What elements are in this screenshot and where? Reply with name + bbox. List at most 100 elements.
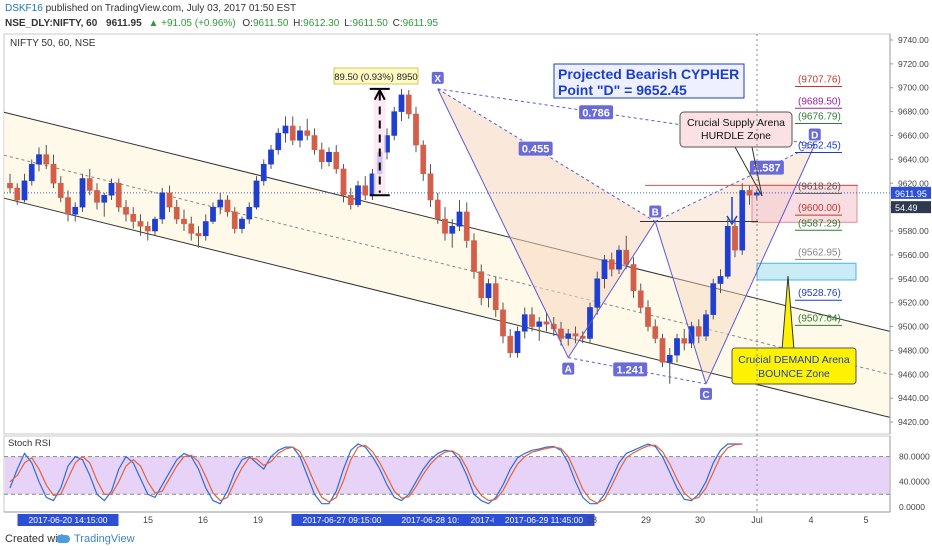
candle-down <box>681 338 688 344</box>
chart-header: DSKF16 published on TradingView.com, Jul… <box>0 0 932 34</box>
ratio-text: 1.587 <box>753 163 781 175</box>
pattern-point-badge <box>808 128 821 141</box>
candle-down <box>434 199 441 220</box>
oscillator-title: Stoch RSI <box>8 438 51 449</box>
demand-callout-line-1: Crucial DEMAND Arena <box>738 354 850 366</box>
candle-down <box>304 130 311 136</box>
candle-up <box>536 321 543 327</box>
price-tick-label: 9640.00 <box>898 154 929 164</box>
ohlc-o-value: 9611.50 <box>252 18 289 29</box>
pattern-xab-fill <box>437 88 656 358</box>
pattern-point-label: C <box>702 390 709 401</box>
candle-down <box>43 154 50 165</box>
candle-up <box>616 249 622 270</box>
candle-up <box>521 314 528 332</box>
pattern-leg-cd <box>705 144 816 385</box>
brand-link[interactable]: TradingView <box>74 533 135 545</box>
candle-down <box>333 151 340 170</box>
price-tick-label: 9620.00 <box>898 178 929 188</box>
demand-callout-line-2: BOUNCE Zone <box>758 368 830 380</box>
price-tick-label: 9740.00 <box>898 35 929 45</box>
candle-down <box>166 192 173 208</box>
title-annotation-box <box>553 63 745 99</box>
time-axis: 2017-06-20 14:15:00 15 16 19 2017-06-27 09:1… <box>4 511 890 526</box>
chart-footer: Created with TradingView <box>0 528 932 550</box>
candle-down <box>289 125 296 141</box>
candle-down <box>123 206 129 215</box>
time-tick-label: Jul <box>751 515 763 525</box>
price-tick-label: 9660.00 <box>898 130 929 140</box>
candle-down <box>652 326 659 339</box>
price-chart-svg[interactable]: X A B C D 0.786 0.455 1.587 1.241 89.50 (0.93%) 8… <box>0 0 932 528</box>
last-price: 9611.95 <box>106 18 142 29</box>
candle-up <box>703 314 709 337</box>
candle-up <box>217 199 224 208</box>
candle-down <box>732 225 738 251</box>
level-label: (9689.50) <box>798 96 841 107</box>
candle-down <box>14 187 21 201</box>
candle-down <box>130 214 137 222</box>
candle-down <box>65 197 71 215</box>
candle-up <box>594 278 601 308</box>
price-tick-label: 9560.00 <box>898 250 929 260</box>
time-tag <box>493 514 595 526</box>
time-tick-label: 15 <box>143 515 153 525</box>
candle-down <box>362 185 369 196</box>
time-tick-label: 16 <box>198 515 208 525</box>
candle-down <box>318 149 325 163</box>
price-tick-label: 9460.00 <box>898 369 929 379</box>
candle-down <box>144 225 151 232</box>
price-tick-label: 9580.00 <box>898 226 929 236</box>
publish-line: DSKF16 published on TradingView.com, Jul… <box>5 3 296 14</box>
candle-down <box>463 211 470 241</box>
candle-up <box>739 190 746 251</box>
level-label: (9587.29) <box>798 218 841 229</box>
publisher-link[interactable]: DSKF16 <box>5 3 43 14</box>
candle-down <box>311 135 318 151</box>
candle-down <box>492 283 499 311</box>
candle-down <box>7 183 13 189</box>
ratio-text: 0.455 <box>522 144 550 156</box>
price-tick-label: 9520.00 <box>898 298 929 308</box>
candle-down <box>347 194 354 205</box>
ratio-badge <box>613 362 648 377</box>
oscillator-tick-label: 0.0000 <box>899 502 925 512</box>
ohlc-c-label: C: <box>392 18 403 29</box>
time-tick-label: 30 <box>695 515 705 525</box>
time-tick-label: 28 <box>587 515 597 525</box>
last-price-tag-text: 9611.95 <box>895 189 927 199</box>
supply-callout-pointer <box>734 146 763 197</box>
pattern-point-a: A <box>562 362 575 376</box>
candle-up <box>72 206 79 215</box>
candles-group <box>7 88 760 384</box>
candle-up <box>36 154 42 165</box>
stoch-d-line <box>9 443 743 504</box>
level-label: (9528.76) <box>798 288 841 299</box>
candle-up <box>355 185 361 205</box>
candle-down <box>427 173 434 201</box>
pattern-point-badge <box>700 387 712 400</box>
ohlc-h-label: H: <box>293 18 304 29</box>
symbol-line: NSE_DLY:NIFTY, 60 9611.95 ▲ +91.05 (+0.9… <box>5 18 438 29</box>
candle-up <box>601 259 608 280</box>
stoch-k-line <box>9 443 743 505</box>
supply-callout-line-2: HURDLE Zone <box>701 130 771 142</box>
ratio-label: 0.455 <box>518 141 553 156</box>
candle-up <box>79 178 86 208</box>
level-label: (9707.76) <box>798 74 841 85</box>
candle-up <box>688 326 695 344</box>
title-line-2: Point "D" = 9652.45 <box>558 82 687 98</box>
price-tick-label: 9500.00 <box>898 322 929 332</box>
ratio-badge <box>749 160 784 175</box>
candle-down <box>173 206 180 220</box>
candle-up <box>565 333 572 339</box>
candle-up <box>260 163 267 182</box>
candle-up <box>152 218 158 232</box>
published-text: published on TradingView.com, July 03, 2… <box>42 3 297 14</box>
candle-down <box>500 309 506 337</box>
candle-down <box>181 218 187 225</box>
candle-up <box>108 183 115 196</box>
price-tick-label: 9420.00 <box>898 417 929 427</box>
candle-down <box>608 259 615 270</box>
